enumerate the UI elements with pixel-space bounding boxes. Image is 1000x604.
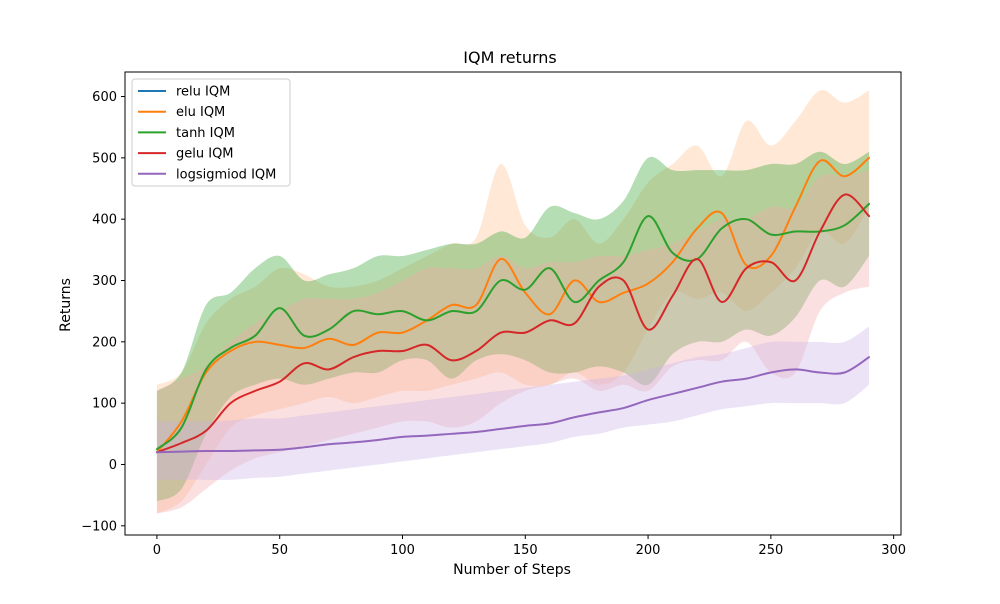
band-gelu-iqm [156, 170, 870, 514]
band-tanh-iqm [156, 151, 870, 502]
y-axis-title: Returns [58, 278, 74, 332]
legend-label: tanh IQM [176, 126, 235, 141]
series-lines [155, 156, 871, 454]
line-logsigmiod-iqm [155, 356, 871, 454]
x-tick-label: 150 [513, 543, 538, 558]
y-tick-label: −100 [81, 519, 117, 534]
line-tanh-iqm [155, 202, 871, 451]
y-tick-label: 400 [92, 213, 117, 228]
x-tick-label: 50 [271, 543, 288, 558]
axes: 0 50 100 150 200 250 300 −100 0 100 200 300 400 500 60… [81, 71, 906, 558]
y-tick-label: 100 [92, 397, 117, 412]
y-tick-label: 0 [109, 458, 117, 473]
legend: relu IQM elu IQM tanh IQM gelu IQM logsigmio… [131, 78, 291, 187]
legend-label: elu IQM [176, 105, 225, 120]
band-elu-iqm [156, 89, 870, 514]
line-gelu-iqm [155, 193, 871, 454]
x-tick-label: 0 [153, 543, 161, 558]
legend-label: relu IQM [176, 85, 230, 100]
y-tick-label: 200 [92, 335, 117, 350]
legend-label: gelu IQM [176, 147, 234, 162]
confidence-bands [156, 89, 870, 514]
band-logsigmiod-iqm [156, 326, 870, 480]
chart-title: IQM returns [463, 48, 556, 67]
plot-frame [124, 71, 902, 536]
y-tick-label: 600 [92, 90, 117, 105]
y-tick-label: 500 [92, 151, 117, 166]
x-tick-label: 250 [758, 543, 783, 558]
legend-label: logsigmiod IQM [176, 167, 276, 182]
x-tick-label: 300 [881, 543, 906, 558]
x-tick-label: 100 [390, 543, 415, 558]
legend-box [131, 78, 291, 187]
x-tick-label: 200 [636, 543, 661, 558]
x-axis-title: Number of Steps [453, 562, 571, 578]
y-tick-label: 300 [92, 274, 117, 289]
